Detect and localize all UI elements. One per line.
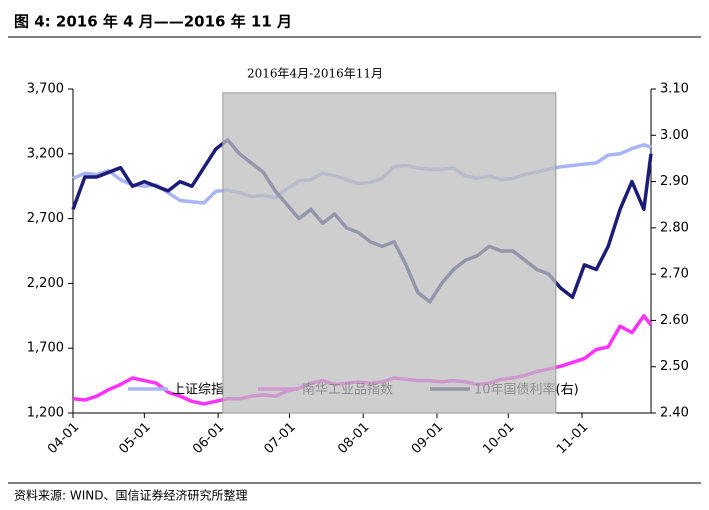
y-tick-label: 3,200 (27, 146, 64, 161)
x-tick-label: 07-01 (261, 420, 298, 457)
y2-tick-label: 2.60 (660, 313, 689, 328)
highlight-region (222, 92, 557, 414)
x-tick-label: 04-01 (45, 420, 82, 457)
y-tick-label: 1,200 (27, 406, 64, 421)
y-tick-label: 2,700 (27, 211, 64, 226)
x-tick-label: 08-01 (335, 420, 372, 457)
chart-title: 2016年4月-2016年11月 (247, 67, 383, 81)
x-tick-label: 11-01 (554, 420, 591, 457)
y2-tick-label: 2.90 (660, 174, 689, 189)
y2-tick-label: 2.40 (660, 406, 689, 421)
y2-tick-label: 2.70 (660, 267, 689, 282)
y2-tick-label: 3.00 (660, 128, 689, 143)
x-tick-label: 06-01 (190, 420, 227, 457)
figure-title: 图 4: 2016 年 4 月——2016 年 11 月 (14, 13, 292, 31)
y2-tick-label: 2.50 (660, 359, 689, 374)
x-tick-label: 10-01 (480, 420, 517, 457)
y-tick-label: 2,200 (27, 276, 64, 291)
x-tick-label: 05-01 (116, 420, 153, 457)
legend-label: 上证综指 (172, 383, 224, 398)
y2-tick-label: 3.10 (660, 82, 689, 97)
source: 资料来源: WIND、国信证券经济研究所整理 (14, 488, 247, 503)
x-tick-label: 09-01 (409, 420, 446, 457)
y-tick-label: 3,700 (27, 82, 64, 97)
y-tick-label: 1,700 (27, 341, 64, 356)
y2-tick-label: 2.80 (660, 220, 689, 235)
